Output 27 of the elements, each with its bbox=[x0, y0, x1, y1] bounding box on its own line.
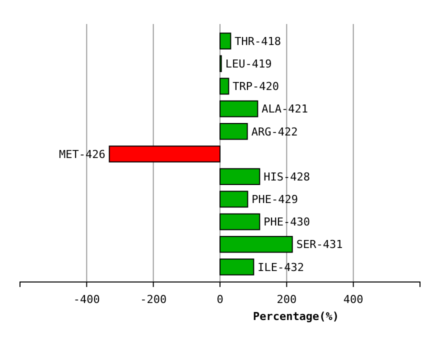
y-tick-label: THR-418 bbox=[234, 34, 282, 48]
x-tick-label: 400 bbox=[343, 293, 364, 306]
y-tick-label: LEU-419 bbox=[225, 57, 272, 70]
y-tick-label: TRP-420 bbox=[232, 80, 280, 94]
y-tick-label: PHE-429 bbox=[252, 193, 298, 206]
y-tick-label: PHE-430 bbox=[264, 216, 310, 229]
bar bbox=[220, 236, 293, 253]
y-tick-label: ILE-432 bbox=[258, 260, 304, 274]
x-tick-label: -400 bbox=[73, 293, 100, 306]
bar bbox=[220, 168, 260, 185]
bar bbox=[108, 146, 220, 162]
y-tick-label: MET-426 bbox=[58, 148, 106, 161]
bar bbox=[220, 190, 248, 208]
bar bbox=[220, 100, 258, 118]
y-tick-label: ALA-421 bbox=[262, 102, 308, 116]
x-tick-label: 0 bbox=[216, 293, 224, 306]
bar bbox=[220, 213, 260, 230]
y-tick-label: SER-431 bbox=[296, 238, 343, 252]
bar bbox=[220, 78, 230, 95]
y-tick-label: ARG-422 bbox=[251, 125, 298, 138]
y-tick-label: HIS-428 bbox=[264, 170, 310, 184]
bar bbox=[220, 32, 232, 50]
x-tick-label: -200 bbox=[140, 293, 167, 306]
bar bbox=[220, 123, 248, 140]
bar bbox=[220, 258, 254, 276]
x-tick-label: 200 bbox=[276, 293, 297, 306]
x-axis-title: Percentage(%) bbox=[252, 310, 340, 323]
